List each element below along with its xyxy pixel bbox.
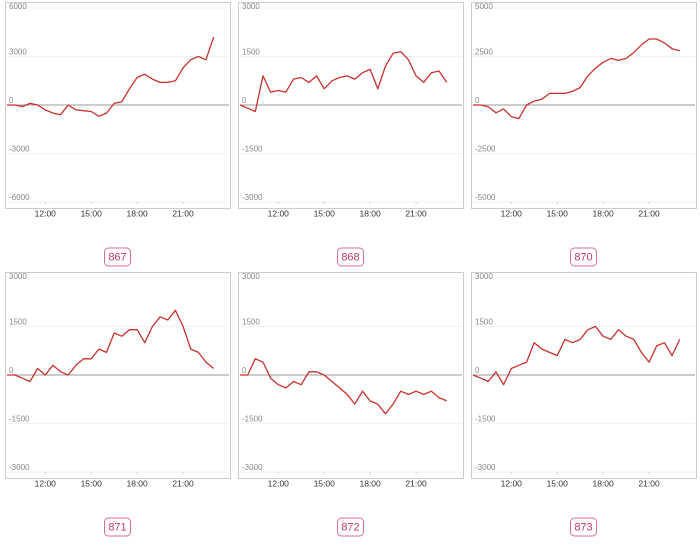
- y-tick-label: 1500: [475, 318, 493, 327]
- y-tick-label: 1500: [242, 48, 260, 57]
- chart-panel: -3000 -1500 0 1500 3000 12:00 15:00 18:00 21:00 8…: [238, 2, 464, 267]
- chart-panel: -6000 -3000 0 3000 6000 12:00 15:00 18:00 21:00 8…: [5, 2, 231, 267]
- chart-panel: -5000 -2500 0 2500 5000 12:00 15:00 18:00 21:00 8…: [471, 2, 697, 267]
- y-tick-label: -3000: [9, 463, 30, 472]
- y-tick-label: -1500: [9, 415, 30, 424]
- x-tick-label: 15:00: [547, 478, 569, 488]
- chart-panel: -3000 -1500 0 1500 3000 12:00 15:00 18:00 21:00 8…: [238, 272, 464, 537]
- y-tick-label: 3000: [242, 2, 260, 11]
- x-tick-label: 15:00: [81, 208, 103, 218]
- panel-border: [471, 272, 697, 479]
- y-tick-label: 0: [475, 96, 480, 105]
- title-box: [104, 247, 131, 267]
- panel-border: [238, 272, 464, 479]
- x-tick-label: 18:00: [126, 208, 148, 218]
- x-tick-label: 21:00: [172, 478, 194, 488]
- chart-title: 871: [108, 521, 126, 533]
- line-series: [473, 38, 680, 120]
- line-series: [472, 325, 681, 386]
- y-tick-label: 3000: [9, 48, 27, 57]
- y-tick-label: -3000: [9, 145, 30, 154]
- y-tick-label: 0: [9, 96, 14, 105]
- y-tick-label: -1500: [242, 415, 263, 424]
- y-tick-label: 1500: [9, 318, 27, 327]
- chart-panel: -3000 -1500 0 1500 3000 12:00 15:00 18:00 21:00 8…: [471, 272, 697, 537]
- x-tick-label: 21:00: [638, 478, 660, 488]
- x-tick-label: 12:00: [35, 478, 57, 488]
- x-tick-label: 18:00: [126, 478, 148, 488]
- y-tick-label: 5000: [475, 2, 493, 11]
- y-tick-label: -3000: [475, 463, 496, 472]
- y-tick-label: 3000: [242, 272, 260, 281]
- panel-border: [5, 2, 231, 209]
- y-tick-label: 0: [9, 366, 14, 375]
- x-tick-label: 15:00: [314, 478, 336, 488]
- chart-title: 870: [574, 251, 592, 263]
- y-tick-label: 1500: [242, 318, 260, 327]
- x-tick-label: 21:00: [405, 208, 427, 218]
- line-series: [7, 309, 215, 383]
- line-series: [240, 358, 447, 415]
- chart-title: 867: [108, 251, 126, 263]
- chart-title: 873: [574, 521, 592, 533]
- x-tick-label: 15:00: [314, 208, 336, 218]
- y-tick-label: -3000: [242, 193, 263, 202]
- y-tick-label: 0: [242, 96, 247, 105]
- x-tick-label: 18:00: [359, 478, 381, 488]
- y-tick-label: -2500: [475, 145, 496, 154]
- x-tick-label: 12:00: [268, 208, 290, 218]
- title-box: [104, 517, 131, 537]
- title-box: [570, 517, 597, 537]
- chart-title: 868: [341, 251, 359, 263]
- x-tick-label: 18:00: [592, 478, 614, 488]
- x-tick-label: 21:00: [638, 208, 660, 218]
- panel-border: [471, 2, 697, 209]
- y-tick-label: -1500: [242, 145, 263, 154]
- title-box: [337, 517, 364, 537]
- line-series: [7, 36, 215, 117]
- x-tick-label: 15:00: [81, 478, 103, 488]
- y-tick-label: -1500: [475, 415, 496, 424]
- x-tick-label: 15:00: [547, 208, 569, 218]
- line-series: [239, 51, 448, 113]
- y-tick-label: -3000: [242, 463, 263, 472]
- x-tick-label: 12:00: [35, 208, 57, 218]
- y-tick-label: 3000: [9, 272, 27, 281]
- y-tick-label: 2500: [475, 48, 493, 57]
- y-tick-label: 3000: [475, 272, 493, 281]
- panel-border: [238, 2, 464, 209]
- y-tick-label: 0: [242, 366, 247, 375]
- y-tick-label: -6000: [9, 193, 30, 202]
- x-tick-label: 12:00: [501, 208, 523, 218]
- x-tick-label: 18:00: [592, 208, 614, 218]
- title-box: [337, 247, 364, 267]
- y-tick-label: -5000: [475, 193, 496, 202]
- x-tick-label: 12:00: [268, 478, 290, 488]
- y-tick-label: 0: [475, 366, 480, 375]
- y-tick-label: 6000: [9, 2, 27, 11]
- chart-panel: -3000 -1500 0 1500 3000 12:00 15:00 18:00 21:00 8…: [5, 272, 231, 537]
- x-tick-label: 21:00: [172, 208, 194, 218]
- chart-title: 872: [341, 521, 359, 533]
- panel-border: [5, 272, 231, 479]
- x-tick-label: 21:00: [405, 478, 427, 488]
- x-tick-label: 18:00: [359, 208, 381, 218]
- x-tick-label: 12:00: [501, 478, 523, 488]
- title-box: [570, 247, 597, 267]
